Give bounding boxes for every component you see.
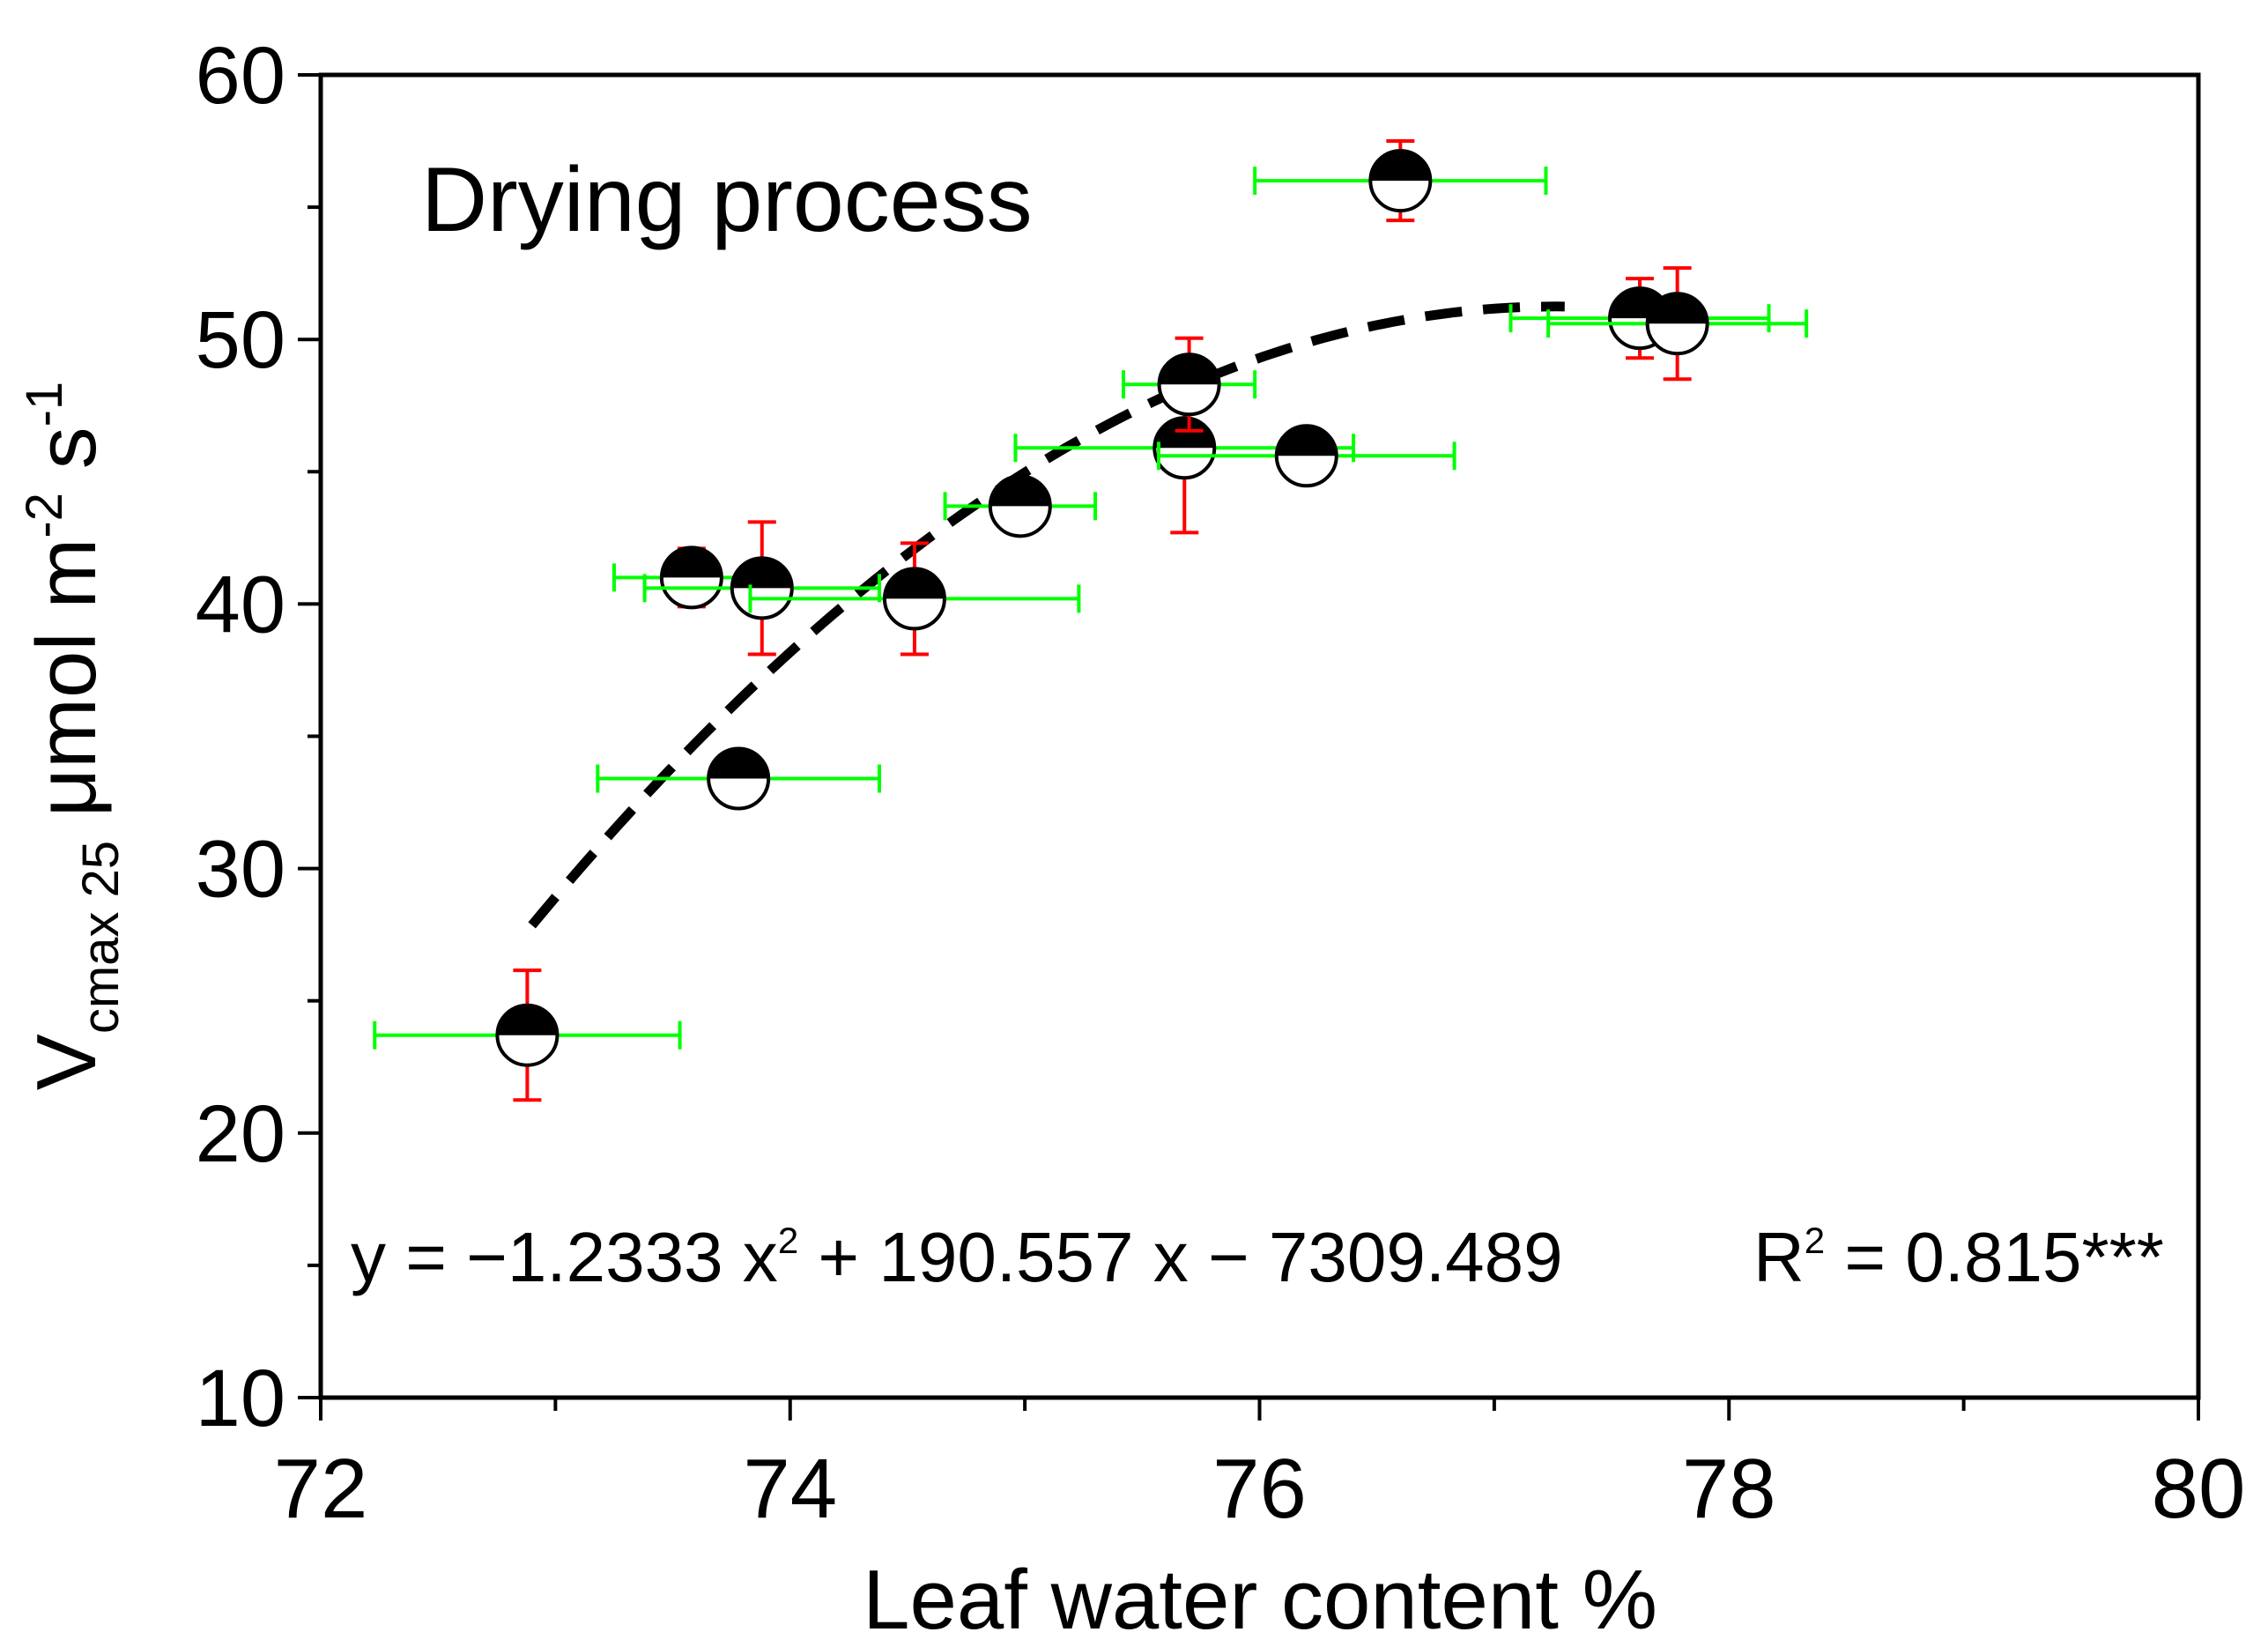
y-tick-label: 40 xyxy=(196,560,285,649)
data-point xyxy=(1122,336,1257,433)
y-label-sup-b: -1 xyxy=(16,382,73,427)
y-label-main: V xyxy=(19,1034,114,1090)
r-squared: R2 = 0.815*** xyxy=(1753,1218,2164,1296)
marker-filled-half xyxy=(1370,151,1431,182)
data-point xyxy=(642,520,881,657)
equation-rhs: + 190.557 x − 7309.489 xyxy=(798,1218,1562,1296)
marker-filled-half xyxy=(1276,426,1337,456)
x-tick-label: 72 xyxy=(274,1442,368,1536)
y-label-sup-a: -2 xyxy=(16,493,73,538)
data-point xyxy=(1156,424,1456,488)
x-tick-label: 74 xyxy=(743,1442,837,1536)
fit-layer xyxy=(528,301,1565,929)
y-tick-label: 60 xyxy=(196,31,285,121)
marker-filled-half xyxy=(1647,293,1708,324)
marker-filled-half xyxy=(497,1005,558,1035)
y-label-unit-b: s xyxy=(19,427,114,493)
y-axis-label: Vcmax 25 μmol m-2 s-1 xyxy=(16,382,130,1090)
marker-filled-half xyxy=(661,547,722,578)
r2-value: = 0.815*** xyxy=(1825,1218,2164,1296)
data-point xyxy=(943,474,1098,538)
x-tick-label: 78 xyxy=(1682,1442,1776,1536)
fit-equation: y = −1.2333 x2 + 190.557 x − 7309.489 xyxy=(351,1218,1563,1296)
y-label-sub: cmax 25 xyxy=(72,841,130,1034)
equation-sup: 2 xyxy=(778,1220,798,1261)
y-tick-label: 10 xyxy=(196,1354,285,1443)
marker-filled-half xyxy=(1154,418,1215,449)
annotation-drying-process: Drying process xyxy=(421,149,1033,251)
data-point xyxy=(748,541,1081,657)
equation-lhs: y = −1.2333 x xyxy=(351,1218,778,1296)
marker-filled-half xyxy=(884,568,945,599)
marker-filled-half xyxy=(731,558,792,589)
r2-sup: 2 xyxy=(1805,1220,1825,1261)
y-tick-label: 20 xyxy=(196,1089,285,1179)
data-point xyxy=(1546,266,1809,382)
points-layer xyxy=(373,139,1809,1102)
y-label-unit-a: μmol m xyxy=(19,538,114,841)
x-axis-label: Leaf water content % xyxy=(863,1553,1657,1647)
r2-label: R xyxy=(1753,1218,1805,1296)
ticks-layer: 72 74 76 78 80 10 20 30 40 50 60 xyxy=(196,31,2246,1536)
plot-frame xyxy=(318,72,2201,1400)
fit-curve xyxy=(528,301,1565,929)
y-tick-label: 50 xyxy=(196,295,285,385)
marker-filled-half xyxy=(708,748,769,779)
x-tick-label: 80 xyxy=(2152,1442,2246,1536)
marker-filled-half xyxy=(1159,354,1219,385)
data-point xyxy=(373,968,682,1102)
x-tick-label: 76 xyxy=(1212,1442,1307,1536)
marker-filled-half xyxy=(989,476,1050,507)
data-point xyxy=(596,746,881,811)
y-tick-label: 30 xyxy=(196,825,285,915)
data-point xyxy=(1253,139,1548,223)
